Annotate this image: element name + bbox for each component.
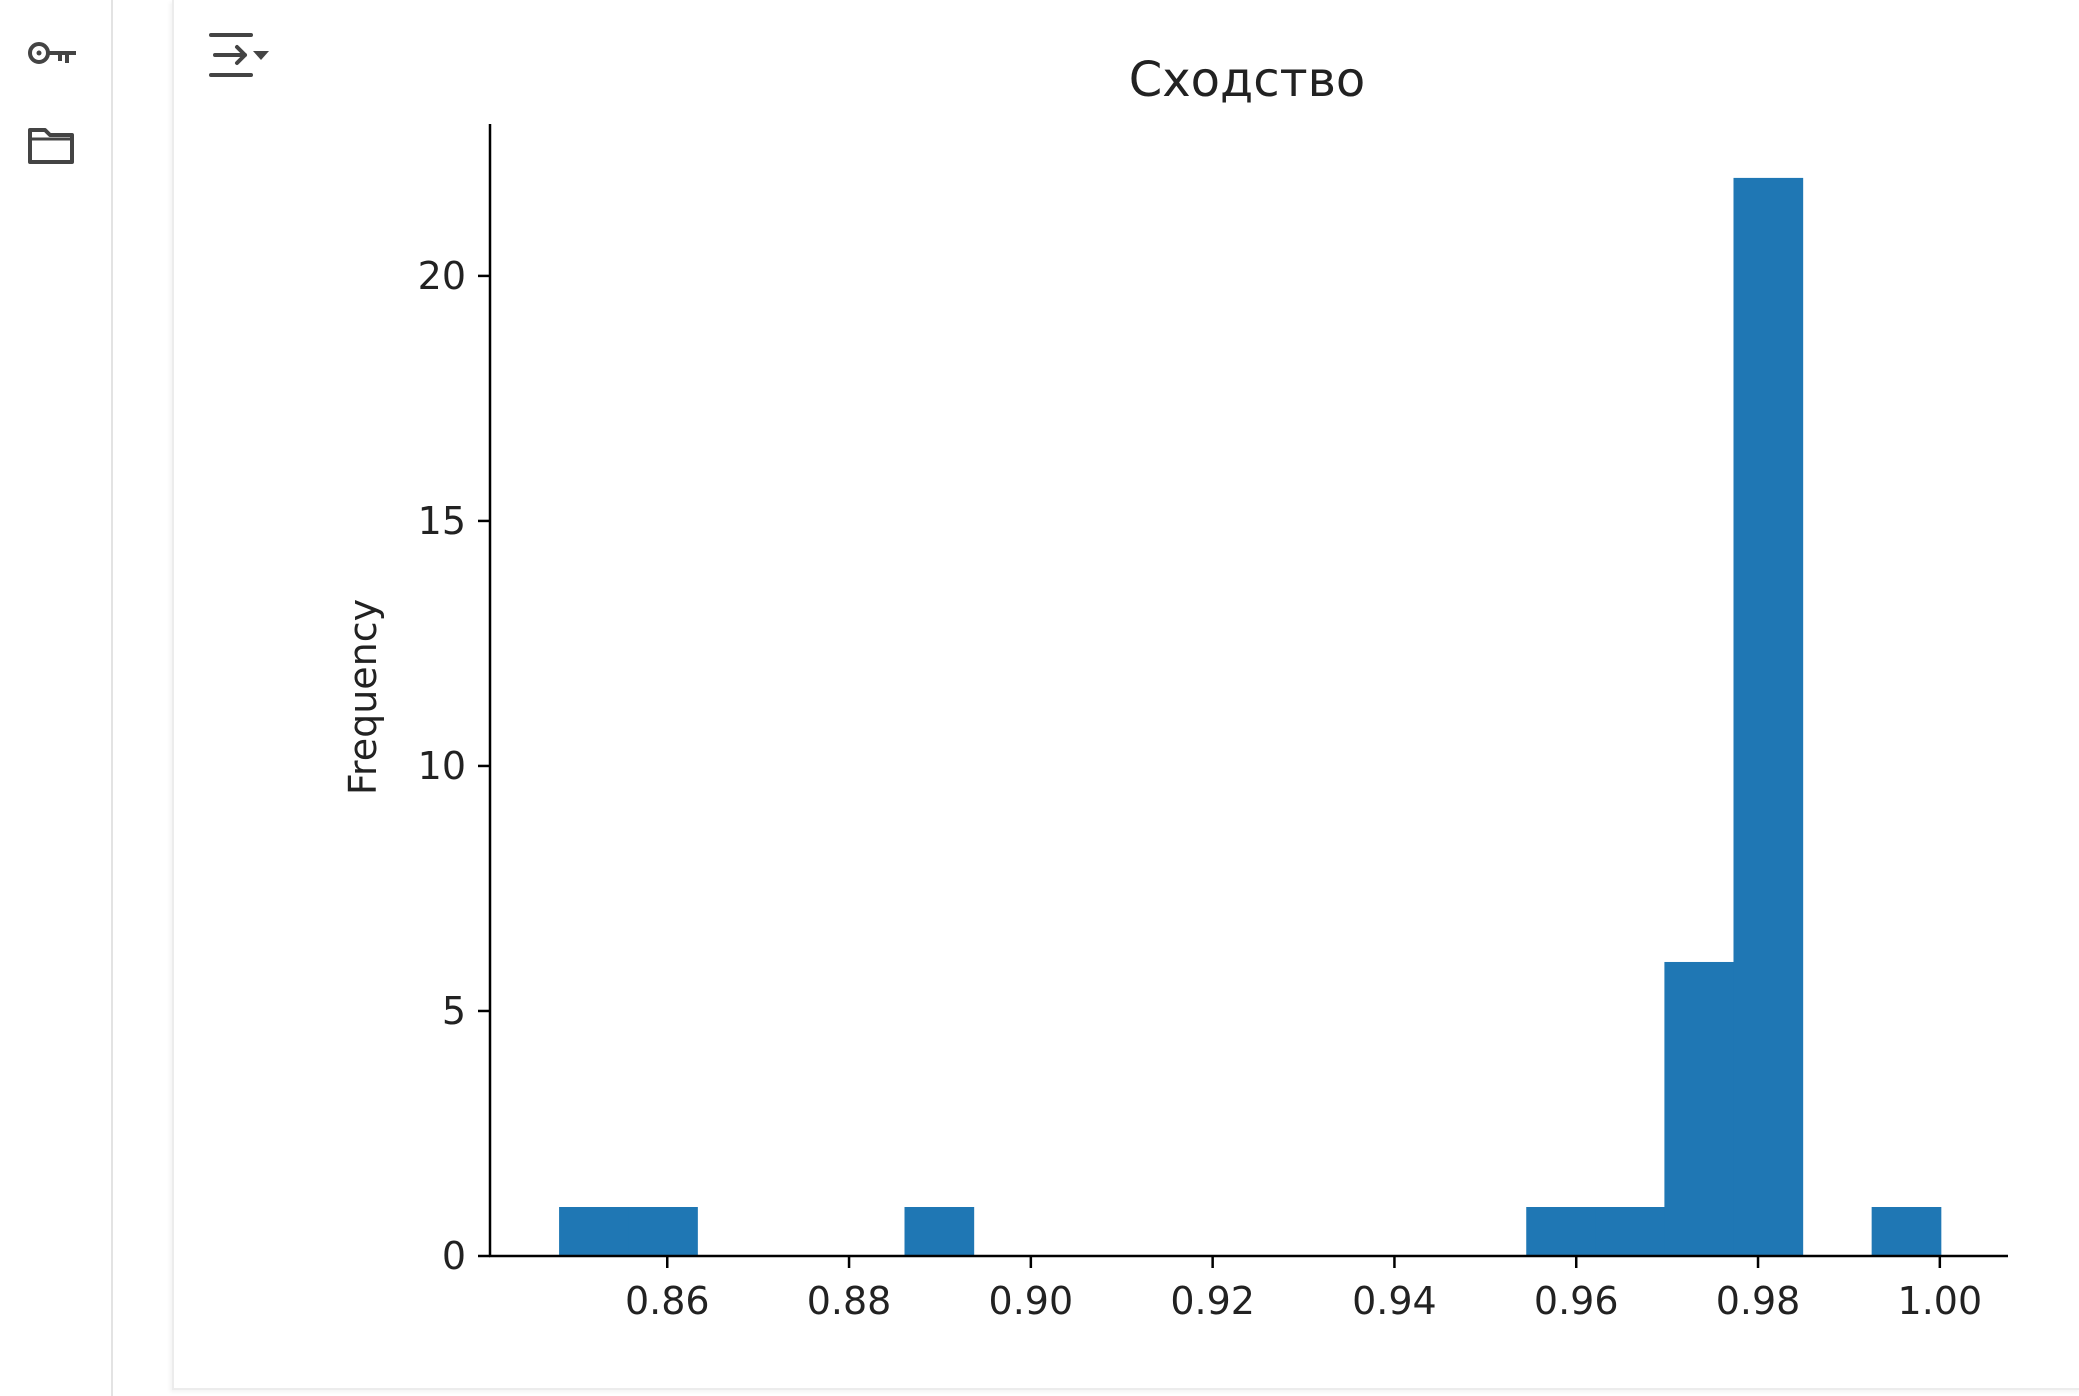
x-tick-label: 0.90	[989, 1279, 1074, 1323]
x-tick-label: 0.94	[1352, 1279, 1437, 1323]
y-tick-label: 10	[418, 744, 466, 788]
histogram-bar	[1871, 1207, 1942, 1256]
x-tick-label: 0.96	[1534, 1279, 1619, 1323]
chart-title: Сходство	[1129, 52, 1365, 108]
histogram-bar	[1664, 961, 1735, 1256]
x-tick-label: 0.92	[1170, 1279, 1255, 1323]
y-tick-label: 15	[418, 499, 466, 543]
axes-layer: 0 5 10 15 20 0.86 0.88 0.90 0.92 0.94 0.96 0.98 1.00	[418, 124, 2008, 1323]
output-toggle-button[interactable]	[200, 20, 280, 90]
histogram-bar	[904, 1207, 975, 1256]
y-tick-label: 20	[418, 254, 466, 298]
left-sidebar	[0, 0, 113, 1396]
histogram-bar	[559, 1207, 629, 1256]
secrets-button[interactable]	[14, 16, 88, 90]
histogram-bar	[1733, 177, 1804, 1256]
y-tick-label: 0	[442, 1234, 466, 1278]
bars-layer	[559, 177, 1942, 1256]
y-axis-label: Frequency	[341, 599, 385, 795]
histogram-bar	[1595, 1207, 1665, 1256]
x-tick-label: 0.98	[1716, 1279, 1801, 1323]
x-tick-label: 0.88	[807, 1279, 892, 1323]
x-tick-label: 1.00	[1898, 1279, 1983, 1323]
histogram-bar	[1526, 1207, 1596, 1256]
histogram-bar	[628, 1207, 698, 1256]
x-tick-label: 0.86	[625, 1279, 710, 1323]
key-icon	[28, 42, 76, 64]
output-toggle-icon	[209, 33, 269, 77]
files-button[interactable]	[14, 108, 88, 182]
y-tick-label: 5	[442, 989, 466, 1033]
folder-icon	[28, 128, 74, 164]
